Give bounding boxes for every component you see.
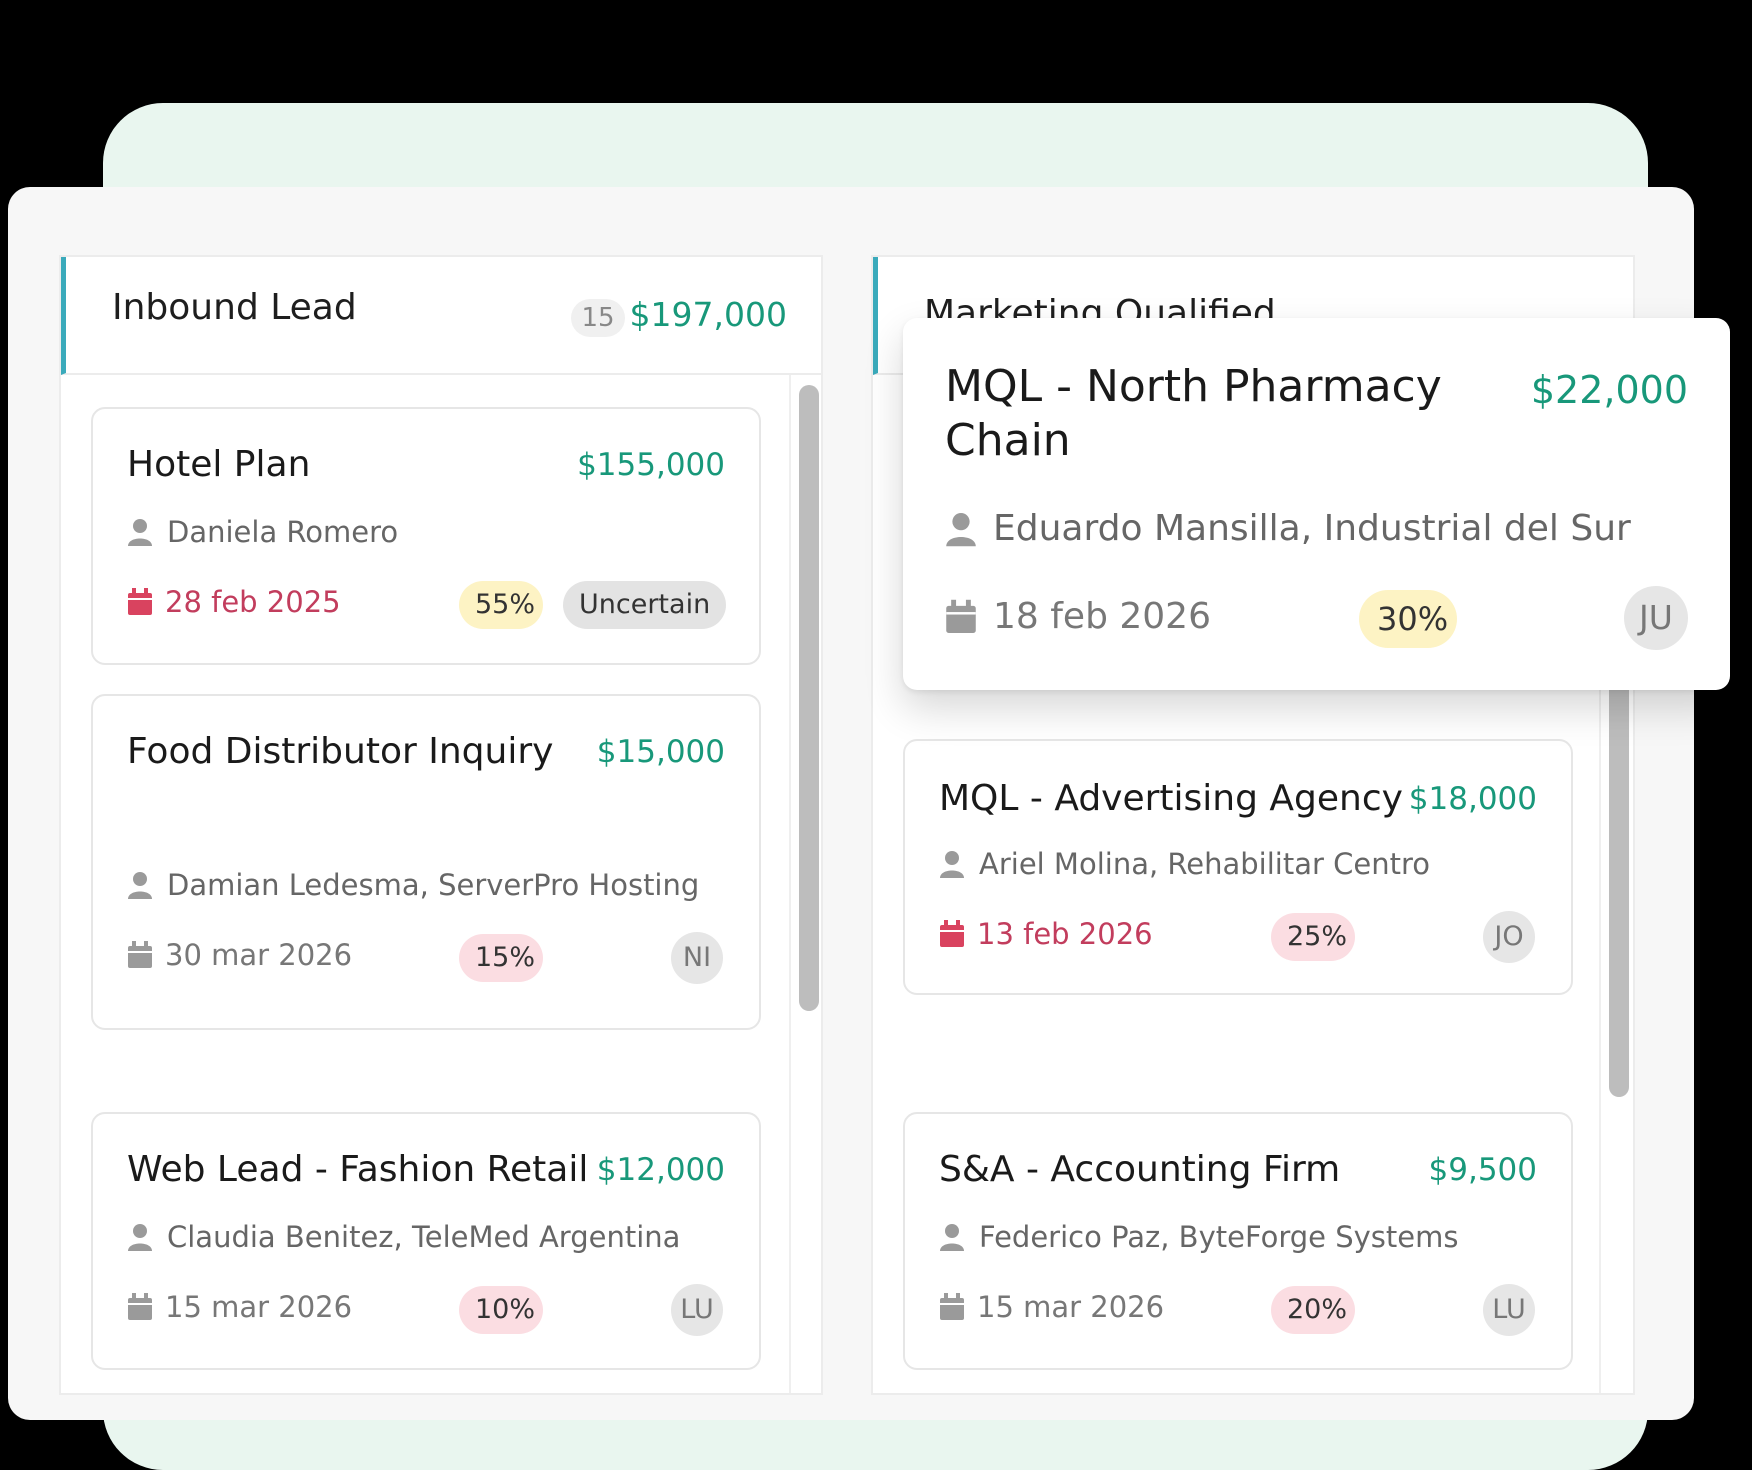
contact-name: Ariel Molina, Rehabilitar Centro — [979, 847, 1430, 881]
deal-amount: $15,000 — [596, 734, 725, 770]
deal-card[interactable]: Hotel Plan $155,000 Daniela Romero 28 fe… — [91, 407, 761, 665]
owner-avatar[interactable]: JO — [1483, 911, 1535, 963]
status-badge: Uncertain — [563, 581, 727, 629]
probability-badge: 20% — [1271, 1286, 1355, 1334]
deal-contact: Daniela Romero — [127, 515, 398, 549]
calendar-icon — [946, 599, 976, 633]
deal-contact: Federico Paz, ByteForge Systems — [939, 1220, 1458, 1254]
person-icon — [128, 1224, 152, 1251]
deal-card[interactable]: Web Lead - Fashion Retail $12,000 Claudi… — [91, 1112, 761, 1370]
date-text: 13 feb 2026 — [977, 917, 1153, 951]
deal-title: Web Lead - Fashion Retail — [127, 1149, 589, 1190]
contact-name: Federico Paz, ByteForge Systems — [979, 1220, 1459, 1254]
date-text: 15 mar 2026 — [165, 1290, 353, 1324]
person-icon — [946, 512, 976, 546]
person-icon — [128, 872, 152, 899]
deal-date: 30 mar 2026 — [127, 938, 352, 972]
deal-card[interactable]: Food Distributor Inquiry $15,000 Damian … — [91, 694, 761, 1030]
deal-date: 15 mar 2026 — [939, 1290, 1164, 1324]
deal-title: MQL - North Pharmacy Chain — [945, 361, 1442, 466]
column-inbound-lead: Inbound Lead 15 $197,000 Hotel Plan $155… — [59, 255, 823, 1395]
probability-badge: 15% — [459, 934, 543, 982]
column-title: Inbound Lead — [112, 287, 357, 328]
deal-amount: $155,000 — [577, 447, 725, 483]
calendar-icon — [128, 1293, 152, 1320]
contact-name: Daniela Romero — [167, 515, 399, 549]
deal-contact: Eduardo Mansilla, Industrial del Sur — [945, 508, 1631, 549]
deal-title: Food Distributor Inquiry — [127, 731, 554, 772]
person-icon — [128, 519, 152, 546]
contact-name: Damian Ledesma, ServerPro Hosting — [167, 868, 700, 902]
column-count-badge: 15 — [571, 299, 625, 337]
deal-date: 15 mar 2026 — [127, 1290, 352, 1324]
deal-card[interactable]: MQL - Advertising Agency $18,000 Ariel M… — [903, 739, 1573, 995]
deal-contact: Ariel Molina, Rehabilitar Centro — [939, 847, 1430, 881]
calendar-icon — [940, 920, 964, 947]
column-header[interactable]: Inbound Lead 15 $197,000 — [61, 257, 821, 375]
deal-amount: $12,000 — [596, 1152, 725, 1188]
owner-avatar[interactable]: NI — [671, 932, 723, 984]
owner-avatar[interactable]: LU — [1483, 1284, 1535, 1336]
contact-name: Eduardo Mansilla, Industrial del Sur — [993, 508, 1631, 549]
person-icon — [940, 851, 964, 878]
deal-date: 28 feb 2025 — [127, 585, 341, 619]
deal-card[interactable]: S&A - Accounting Firm $9,500 Federico Pa… — [903, 1112, 1573, 1370]
deal-amount: $22,000 — [1530, 368, 1688, 412]
owner-avatar[interactable]: JU — [1624, 586, 1688, 650]
dragged-deal-card[interactable]: MQL - North Pharmacy Chain $22,000 Eduar… — [903, 318, 1730, 690]
date-text: 28 feb 2025 — [165, 585, 341, 619]
date-text: 30 mar 2026 — [165, 938, 353, 972]
deal-contact: Damian Ledesma, ServerPro Hosting — [127, 868, 699, 902]
probability-badge: 55% — [459, 581, 543, 629]
column-scrollbar[interactable] — [789, 375, 825, 1393]
owner-avatar[interactable]: LU — [671, 1284, 723, 1336]
deal-date: 13 feb 2026 — [939, 917, 1153, 951]
calendar-icon — [940, 1293, 964, 1320]
probability-badge: 10% — [459, 1286, 543, 1334]
deal-date: 18 feb 2026 — [945, 596, 1211, 637]
scrollbar-thumb[interactable] — [799, 385, 819, 1011]
deal-amount: $18,000 — [1408, 781, 1537, 817]
calendar-icon — [128, 941, 152, 968]
date-text: 18 feb 2026 — [993, 596, 1211, 637]
deal-title: MQL - Advertising Agency — [939, 778, 1403, 819]
calendar-icon — [128, 588, 152, 615]
contact-name: Claudia Benitez, TeleMed Argentina — [167, 1220, 681, 1254]
deal-contact: Claudia Benitez, TeleMed Argentina — [127, 1220, 680, 1254]
deal-title: Hotel Plan — [127, 444, 311, 485]
deal-amount: $9,500 — [1428, 1152, 1537, 1188]
person-icon — [940, 1224, 964, 1251]
probability-badge: 25% — [1271, 913, 1355, 961]
column-total: $197,000 — [629, 295, 787, 334]
deal-title: S&A - Accounting Firm — [939, 1149, 1341, 1190]
date-text: 15 mar 2026 — [977, 1290, 1165, 1324]
probability-badge: 30% — [1359, 590, 1457, 648]
